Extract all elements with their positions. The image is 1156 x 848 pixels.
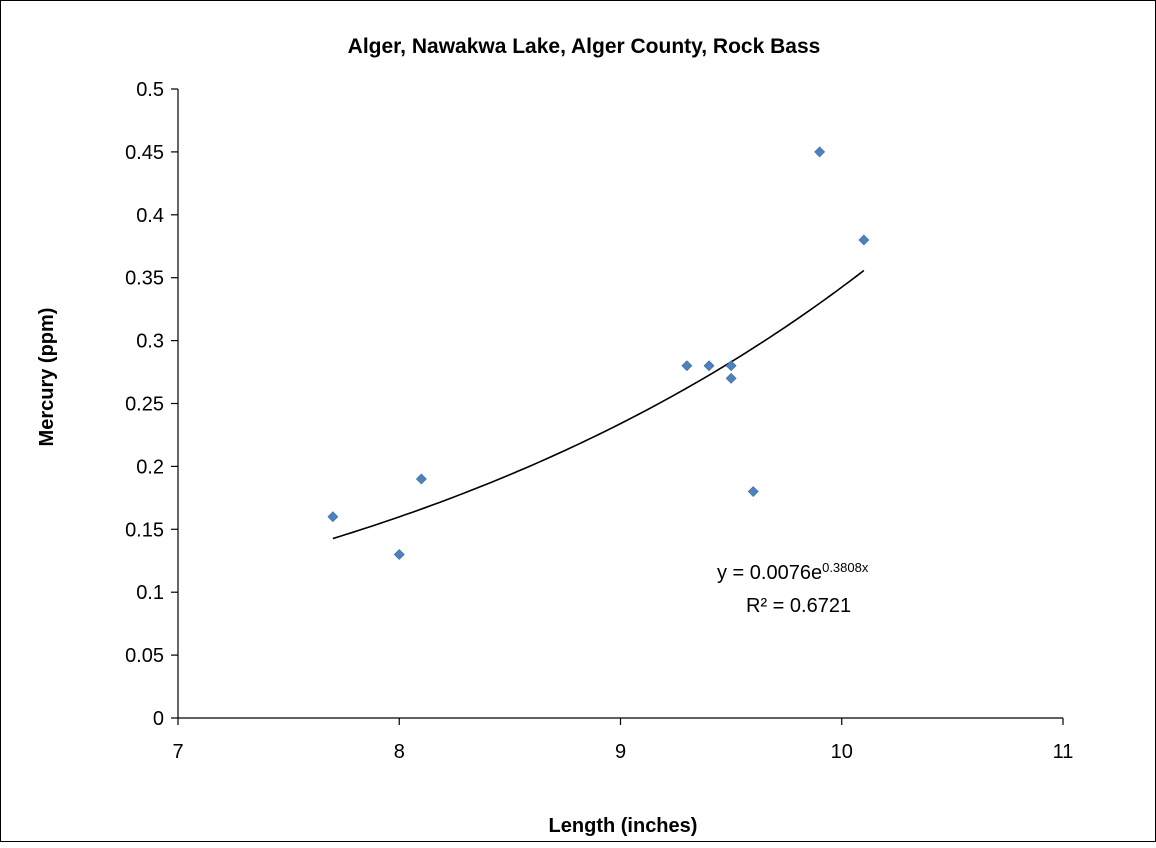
- x-ticks: 7 8 9 10 11: [172, 718, 1073, 763]
- equation-main: y = 0.0076e: [717, 562, 822, 584]
- y-tick-label: 0.3: [136, 331, 164, 353]
- data-point: [393, 549, 405, 560]
- data-point: [327, 511, 339, 523]
- trendline-equation: y = 0.0076e0.3808x: [717, 560, 869, 584]
- data-point: [814, 146, 826, 158]
- y-tick-label: 0.45: [125, 142, 164, 164]
- data-point: [415, 473, 427, 485]
- data-point: [747, 486, 759, 497]
- y-tick-label: 0.5: [136, 79, 164, 101]
- x-axis-label: Length (inches): [549, 815, 698, 837]
- y-ticks: 0 0.05 0.1 0.15 0.2 0.25 0.3 0.35 0.4 0.45 0.5: [125, 79, 178, 730]
- x-tick-label: 10: [831, 741, 853, 763]
- y-axis-label: Mercury (ppm): [36, 308, 58, 447]
- data-point: [725, 372, 737, 384]
- y-tick-label: 0.1: [136, 582, 164, 604]
- y-tick-label: 0.2: [136, 456, 164, 478]
- x-tick-label: 7: [172, 741, 183, 763]
- y-tick-label: 0.25: [125, 394, 164, 416]
- data-points: [327, 146, 870, 560]
- x-tick-label: 8: [394, 741, 405, 763]
- data-point: [858, 234, 870, 246]
- equation-exponent: 0.3808x: [822, 560, 869, 575]
- y-tick-label: 0.4: [136, 205, 164, 227]
- r-squared-label: R² = 0.6721: [746, 595, 851, 617]
- trendline: [332, 269, 865, 540]
- data-point: [681, 360, 693, 372]
- data-point: [725, 360, 737, 372]
- y-tick-label: 0: [153, 708, 164, 730]
- data-point: [703, 360, 715, 372]
- x-tick-label: 9: [615, 741, 626, 763]
- x-tick-label: 11: [1053, 741, 1074, 763]
- y-tick-label: 0.05: [125, 645, 164, 667]
- y-tick-label: 0.15: [125, 519, 164, 541]
- y-tick-label: 0.35: [125, 268, 164, 290]
- chart-title: Alger, Nawakwa Lake, Alger County, Rock …: [348, 35, 821, 58]
